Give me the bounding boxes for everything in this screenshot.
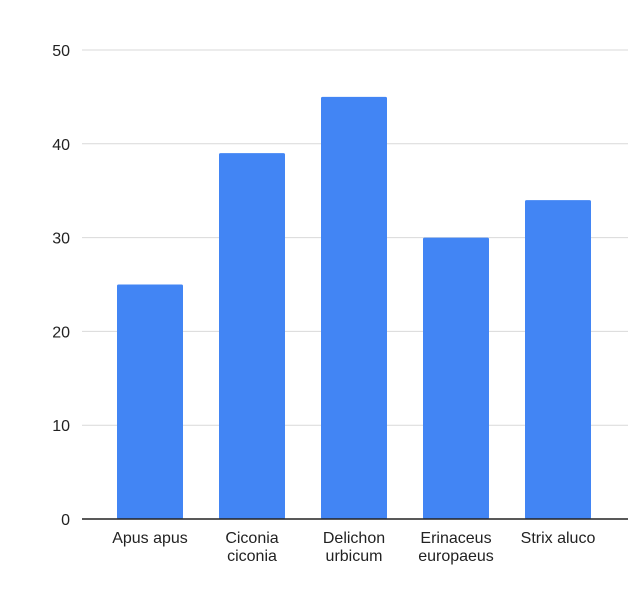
bar	[219, 153, 285, 519]
x-category-label-line: Ciconia	[225, 530, 278, 547]
x-category-label-line: Apus apus	[112, 530, 188, 547]
y-tick-label: 50	[52, 43, 70, 60]
y-axis-ticks: 0 10 20 30 40 50	[52, 43, 70, 529]
y-tick-label: 40	[52, 137, 70, 154]
y-tick-label: 30	[52, 231, 70, 248]
x-category-label-line: urbicum	[326, 548, 383, 565]
x-category-label-line: Delichon	[323, 530, 385, 547]
bar	[423, 237, 489, 519]
x-category-label: Erinaceus europaeus	[418, 530, 494, 565]
bar	[525, 200, 591, 519]
x-category-label: Strix aluco	[521, 530, 596, 547]
x-axis-category-labels: Apus apus Ciconia ciconia Delichon urbicum Er…	[112, 530, 595, 565]
x-category-label-line: Strix aluco	[521, 530, 596, 547]
bars	[117, 96, 591, 520]
x-category-label-line: Erinaceus	[420, 530, 491, 547]
bar	[321, 96, 387, 520]
x-category-label: Delichon urbicum	[323, 530, 385, 565]
y-tick-label: 0	[61, 512, 70, 529]
y-tick-label: 10	[52, 418, 70, 435]
x-category-label: Apus apus	[112, 530, 188, 547]
x-category-label-line: ciconia	[227, 548, 277, 565]
bar	[117, 284, 183, 519]
x-category-label-line: europaeus	[418, 548, 494, 565]
y-tick-label: 20	[52, 324, 70, 341]
x-category-label: Ciconia ciconia	[225, 530, 278, 565]
